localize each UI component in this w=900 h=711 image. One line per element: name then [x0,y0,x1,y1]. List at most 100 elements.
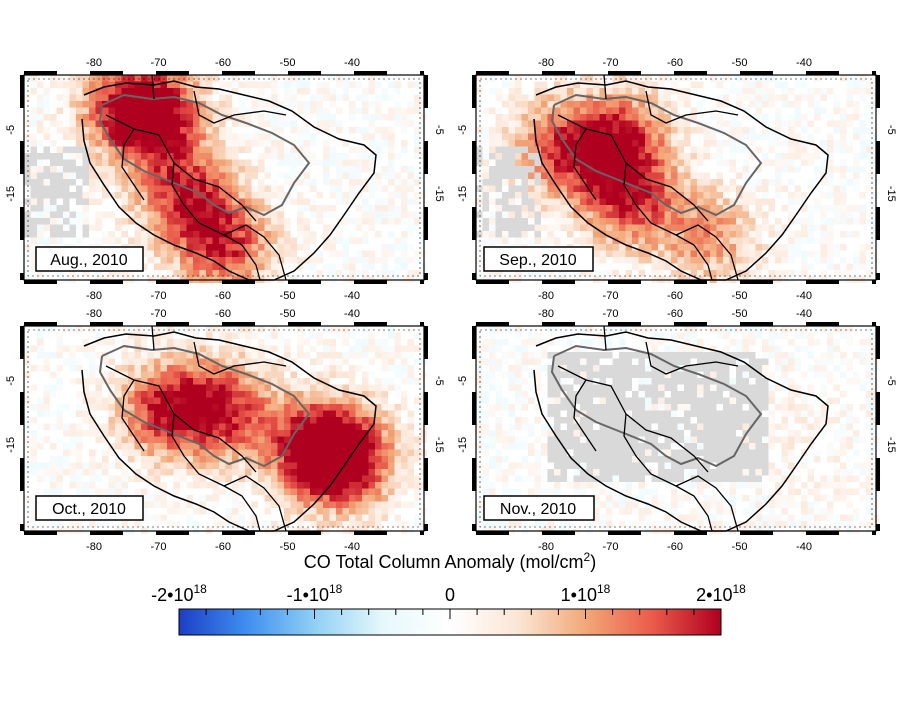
grid-cell [599,107,606,114]
grid-cell [349,114,356,121]
grid-cell [37,81,44,88]
grid-cell [593,244,600,251]
grid-cell [232,153,239,160]
grid-cell [199,270,206,277]
grid-cell [658,114,665,121]
grid-cell [775,192,782,199]
grid-cell [141,211,148,218]
grid-cell [238,391,245,398]
grid-cell [180,140,187,147]
grid-cell [788,153,795,160]
grid-cell [323,462,330,469]
grid-cell [63,211,70,218]
grid-cell [755,107,762,114]
grid-cell [95,101,102,108]
grid-cell [508,192,515,199]
grid-cell [238,244,245,251]
grid-cell [167,469,174,476]
grid-cell [154,456,161,463]
grid-cell [225,250,232,257]
grid-cell [801,192,808,199]
grid-cell [56,417,63,424]
grid-cell [729,75,736,82]
grid-cell [651,205,658,212]
grid-cell [154,224,161,231]
grid-cell [56,81,63,88]
lon-tick-label: -40 [796,57,812,69]
grid-cell [206,270,213,277]
grid-cell [180,244,187,251]
grid-cell [355,501,362,508]
grid-cell [755,250,762,257]
grid-cell [651,127,658,134]
grid-cell [554,107,561,114]
grid-cell [502,159,509,166]
grid-cell [238,94,245,101]
grid-cell [167,166,174,173]
grid-cell [362,462,369,469]
grid-cell [846,120,853,127]
grid-cell [82,231,89,238]
grid-cell [749,270,756,277]
grid-cell [794,146,801,153]
grid-cell [859,133,866,140]
lon-tick-label: -50 [280,308,296,320]
grid-cell [115,159,122,166]
grid-cell [697,263,704,270]
grid-cell [690,179,697,186]
grid-cell [859,127,866,134]
grid-cell [515,326,522,333]
grid-cell [775,114,782,121]
grid-cell [599,94,606,101]
grid-cell [381,133,388,140]
grid-cell [199,172,206,179]
grid-cell [82,462,89,469]
grid-cell [147,244,154,251]
grid-cell [755,224,762,231]
grid-cell [690,166,697,173]
grid-cell [541,94,548,101]
grid-cell [37,140,44,147]
grid-cell [316,404,323,411]
grid-cell [606,179,613,186]
grid-cell [147,198,154,205]
grid-cell [160,417,167,424]
grid-cell [355,172,362,179]
grid-cell [606,198,613,205]
grid-cell [521,159,528,166]
grid-cell [141,430,148,437]
grid-cell [277,365,284,372]
grid-cell [495,88,502,95]
grid-cell [381,345,388,352]
grid-cell [180,436,187,443]
grid-cell [658,231,665,238]
grid-cell [212,501,219,508]
grid-cell [794,345,801,352]
grid-cell [271,488,278,495]
grid-cell [316,521,323,528]
grid-cell [593,250,600,257]
grid-cell [245,192,252,199]
grid-cell [375,231,382,238]
grid-cell [528,326,535,333]
grid-cell [586,205,593,212]
grid-cell [251,257,258,264]
grid-cell [362,436,369,443]
grid-cell [277,482,284,489]
grid-cell [775,231,782,238]
grid-cell [297,436,304,443]
grid-cell [30,192,37,199]
grid-cell [619,250,626,257]
grid-cell [651,198,658,205]
grid-cell [768,237,775,244]
grid-cell [238,211,245,218]
grid-cell [232,257,239,264]
grid-cell [541,185,548,192]
grid-cell [69,101,76,108]
grid-cell [310,469,317,476]
grid-cell [264,172,271,179]
grid-cell [749,198,756,205]
grid-cell [147,88,154,95]
grid-cell [388,469,395,476]
grid-cell [716,114,723,121]
